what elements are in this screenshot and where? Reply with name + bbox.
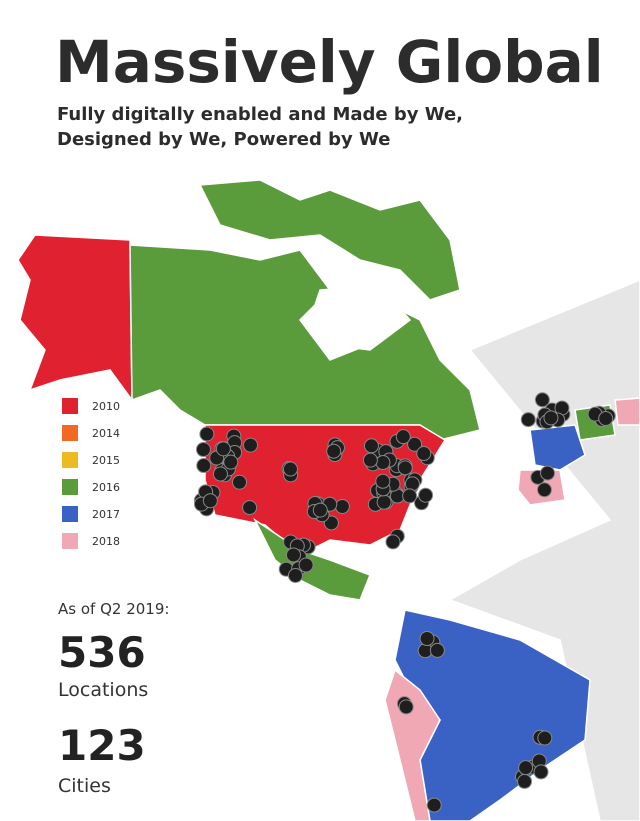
location-dot	[362, 452, 378, 468]
location-dot	[375, 473, 391, 489]
stat-label: Cities	[58, 775, 111, 797]
location-dot	[242, 500, 258, 516]
subtitle: Fully digitally enabled and Made by We,	[57, 104, 463, 125]
location-dot	[543, 410, 559, 426]
location-dot	[212, 466, 228, 482]
legend-swatch	[62, 398, 78, 414]
location-dot	[429, 642, 445, 658]
location-dot	[426, 797, 442, 813]
legend-swatch	[62, 479, 78, 495]
location-dot	[533, 764, 549, 780]
location-dot	[215, 441, 231, 457]
location-dot	[407, 436, 423, 452]
location-dot	[298, 557, 314, 573]
location-dot	[195, 442, 211, 458]
legend-label: 2018	[92, 535, 120, 548]
location-dots	[193, 392, 616, 813]
legend-label: 2014	[92, 427, 120, 440]
location-dot	[418, 487, 434, 503]
location-dot	[520, 412, 536, 428]
location-dot	[334, 498, 350, 514]
legend-label: 2010	[92, 400, 120, 413]
location-dot	[402, 488, 418, 504]
location-dot	[419, 631, 435, 647]
stat-value: 536	[58, 628, 146, 677]
location-dot	[196, 458, 212, 474]
location-dot	[286, 547, 302, 563]
legend-swatch	[62, 533, 78, 549]
location-dot	[375, 455, 391, 471]
location-dot	[282, 461, 298, 477]
location-dot	[534, 392, 550, 408]
location-dot	[202, 493, 218, 509]
location-dot	[416, 446, 432, 462]
location-dot	[518, 760, 534, 776]
location-dot	[397, 460, 413, 476]
legend-label: 2016	[92, 481, 120, 494]
location-dot	[326, 443, 342, 459]
title: Massively Global	[55, 28, 604, 96]
legend-label: 2015	[92, 454, 120, 467]
location-dot	[398, 699, 414, 715]
location-dot	[385, 534, 401, 550]
stat-value: 123	[58, 721, 146, 770]
legend-swatch	[62, 452, 78, 468]
stat-label: Locations	[58, 679, 148, 701]
location-dot	[231, 474, 247, 490]
location-dot	[223, 454, 239, 470]
legend-swatch	[62, 506, 78, 522]
location-dot	[287, 567, 303, 583]
location-dot	[536, 482, 552, 498]
location-dot	[243, 437, 259, 453]
location-dot	[537, 730, 553, 746]
location-dot	[363, 438, 379, 454]
location-dot	[376, 494, 392, 510]
location-dot	[517, 773, 533, 789]
legend: 2010 2014 2015 2016 2017 2018	[62, 398, 120, 549]
subtitle: Designed by We, Powered by We	[57, 129, 390, 150]
as-of: As of Q2 2019:	[58, 600, 169, 618]
legend-label: 2017	[92, 508, 120, 521]
legend-swatch	[62, 425, 78, 441]
location-dot	[395, 429, 411, 445]
location-dot	[540, 465, 556, 481]
location-dot	[598, 411, 614, 427]
location-dot	[199, 426, 215, 442]
location-dot	[312, 502, 328, 518]
